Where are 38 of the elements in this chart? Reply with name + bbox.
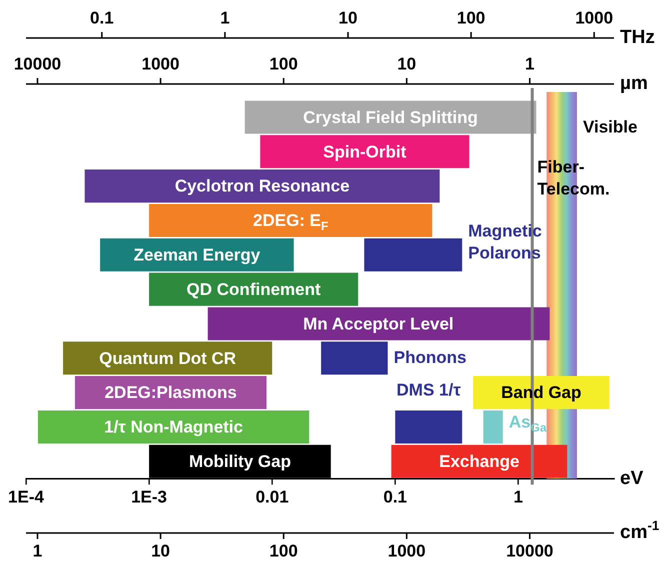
text: 10 (338, 8, 358, 28)
x-axis-title: eV (620, 468, 644, 489)
x-tick-label: 1E-3 (131, 487, 168, 506)
x-tick-label: 0.01 (256, 487, 289, 506)
series-label: Mobility Gap (188, 452, 291, 472)
x-tick-label: 1E-4 (8, 487, 44, 506)
text: 1 (32, 542, 42, 561)
text: 10 (151, 542, 170, 561)
series-label: Cyclotron Resonance (174, 176, 350, 196)
series-label: DMS 1/τ (396, 380, 462, 400)
text: 1000 (575, 8, 614, 28)
text: 1000 (388, 542, 426, 561)
series-label: QD Confinement (186, 280, 321, 299)
band-label: Visible (582, 118, 638, 137)
series-label: Crystal Field Splitting (303, 108, 478, 127)
text: 100 (269, 54, 298, 74)
text: 10000 (14, 54, 62, 74)
series-label: 1/τ Non-Magnetic (104, 418, 243, 437)
series-label: Phonons (394, 348, 466, 367)
series-label: Mn Acceptor Level (303, 314, 454, 334)
x-tick-label: 1 (514, 487, 523, 506)
text: 0.1 (90, 8, 114, 28)
text: THz (620, 27, 655, 48)
text: µm (620, 73, 648, 94)
text: 100 (269, 542, 298, 561)
series-label: Quantum Dot CR (99, 348, 236, 368)
x-tick-label: 0.1 (383, 487, 407, 506)
series-label: Spin-Orbit (323, 142, 407, 162)
text: 1000 (142, 54, 180, 74)
text: 10000 (506, 542, 554, 561)
series-label: 2DEG:Plasmons (104, 383, 237, 402)
text: 1 (220, 8, 230, 28)
series-label: Band Gap (501, 383, 582, 402)
text: 1 (525, 54, 534, 74)
series-label: Exchange (439, 452, 520, 472)
text: 10 (397, 54, 416, 74)
text: 100 (456, 8, 486, 28)
series-label: Zeeman Energy (134, 246, 261, 265)
